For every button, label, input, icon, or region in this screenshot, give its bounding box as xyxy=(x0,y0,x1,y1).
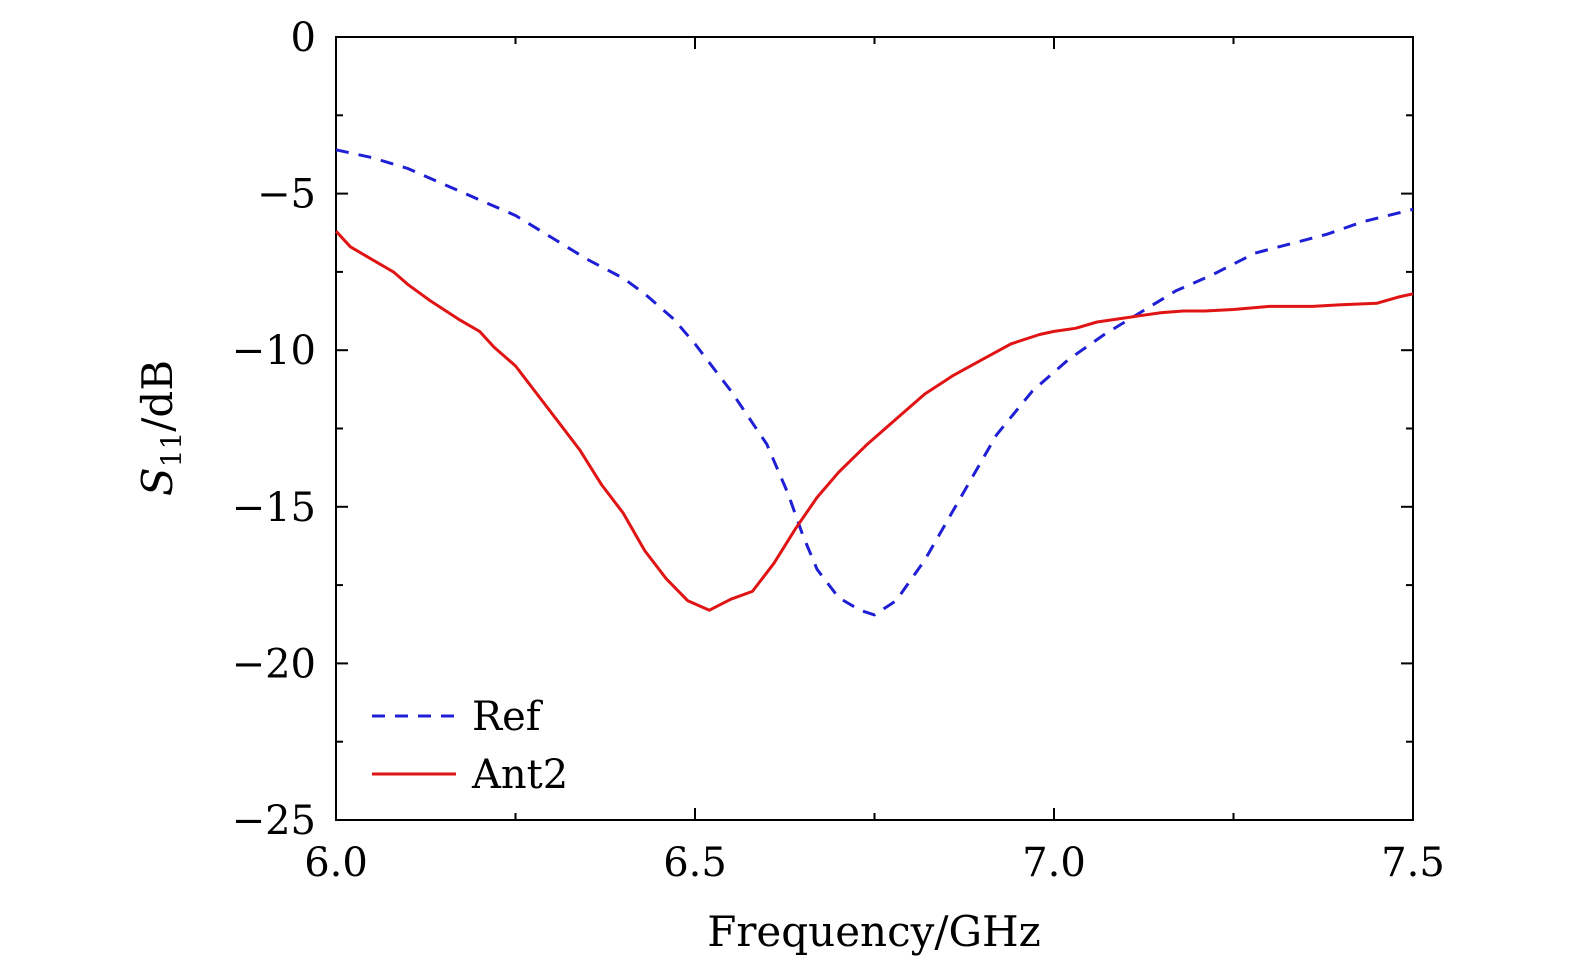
y-tick-label: 0 xyxy=(291,15,316,61)
legend-label-ant2: Ant2 xyxy=(471,752,568,798)
x-axis-label: Frequency/GHz xyxy=(707,907,1041,956)
x-tick-label: 7.0 xyxy=(1022,840,1086,886)
y-axis-label-unit: /dB xyxy=(133,360,182,432)
y-tick-labels: 0 −5 −10 −15 −20 −25 xyxy=(232,15,316,844)
y-tick-label: −10 xyxy=(232,328,316,374)
y-axis-label-subscript: 11 xyxy=(155,432,188,468)
x-tick-label: 6.5 xyxy=(663,840,727,886)
x-tick-labels: 6.0 6.5 7.0 7.5 xyxy=(304,840,1445,886)
x-tick-label: 7.5 xyxy=(1381,840,1445,886)
y-tick-label: −15 xyxy=(232,485,316,531)
y-ticks xyxy=(336,36,1413,821)
y-axis-label: S11/dB xyxy=(133,360,188,496)
x-tick-label: 6.0 xyxy=(304,840,368,886)
series-layer xyxy=(334,148,1414,617)
series-line-ref xyxy=(335,148,1414,617)
legend-label-ref: Ref xyxy=(472,694,544,740)
legend: Ref Ant2 xyxy=(372,694,568,798)
series-line-ant2 xyxy=(334,230,1414,612)
y-tick-label: −20 xyxy=(232,641,316,687)
x-ticks xyxy=(335,37,1414,820)
y-tick-label: −5 xyxy=(257,172,316,218)
y-tick-label: −25 xyxy=(232,798,316,844)
y-axis-label-symbol: S xyxy=(133,467,182,496)
